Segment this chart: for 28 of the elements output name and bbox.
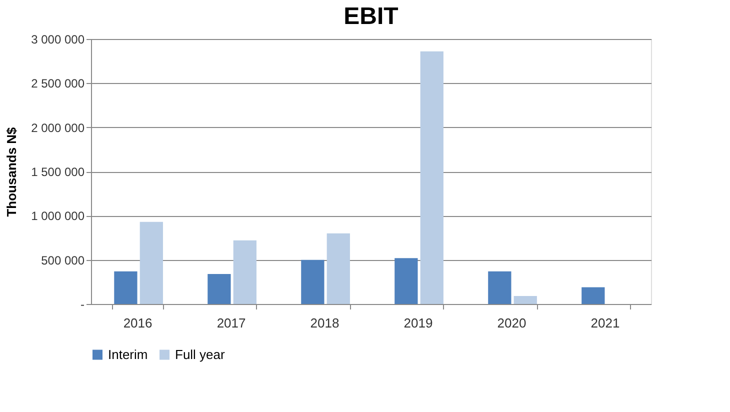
x-tick-label: 2021 (590, 316, 620, 330)
x-tick-label: 2020 (497, 316, 526, 330)
bar (420, 51, 444, 304)
y-axis-title: Thousands N$ (4, 126, 20, 217)
y-tick-label: - (80, 298, 84, 312)
y-tick-label: 1 500 000 (31, 165, 85, 179)
bar (114, 271, 138, 304)
bar (208, 274, 231, 304)
y-tick-label: 2 000 000 (31, 120, 85, 135)
x-tick-label: 2019 (404, 316, 433, 330)
legend-label: Full year (175, 346, 226, 362)
bar (301, 260, 324, 304)
bar (488, 271, 512, 304)
y-tick-label: 1 000 000 (31, 209, 85, 224)
x-tick-label: 2017 (216, 316, 246, 330)
bar (140, 222, 163, 304)
bar (326, 233, 350, 304)
y-tick-label: 500 000 (41, 253, 85, 268)
bar (582, 287, 605, 304)
y-tick-label: 2 500 000 (31, 76, 85, 91)
x-tick-label: 2016 (123, 316, 152, 330)
legend-label: Interim (108, 346, 148, 362)
y-tick-label: 3 000 000 (31, 32, 85, 46)
chart-title: EBIT (344, 3, 399, 30)
bar (394, 258, 418, 304)
bar (514, 296, 537, 304)
x-tick-label: 2018 (310, 316, 340, 330)
bar (233, 240, 256, 304)
